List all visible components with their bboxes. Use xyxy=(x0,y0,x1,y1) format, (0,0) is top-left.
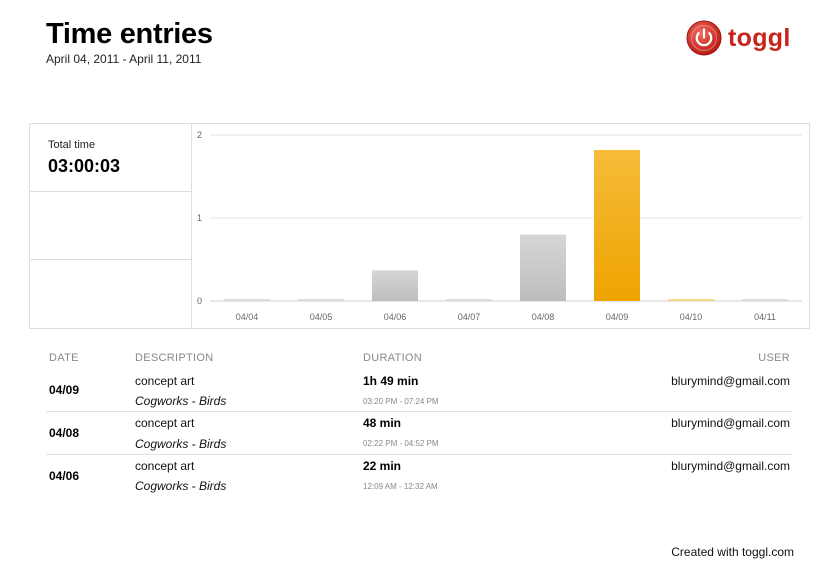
y-tick-label: 1 xyxy=(197,213,202,223)
bar-04-09 xyxy=(594,149,640,301)
entry-time-range: 02:22 PM - 04:52 PM xyxy=(363,439,439,448)
x-tick-label: 04/05 xyxy=(310,312,333,322)
entry-date: 04/08 xyxy=(49,426,80,440)
y-tick-label: 0 xyxy=(197,296,202,306)
summary-cell-empty xyxy=(30,260,191,328)
summary-column: Total time 03:00:03 xyxy=(30,124,192,328)
bar-04-07 xyxy=(446,299,492,301)
column-header-description: DESCRIPTION xyxy=(135,352,214,364)
summary-panel: Total time 03:00:03 0 1 2 04/04 04/05 04/06 04… xyxy=(29,123,810,329)
entry-duration: 22 min xyxy=(363,459,402,473)
column-header-date: DATE xyxy=(49,352,79,364)
total-time-value: 03:00:03 xyxy=(48,156,121,176)
footer-credit: Created with toggl.com xyxy=(671,545,794,559)
x-tick-label: 04/10 xyxy=(680,312,703,322)
entry-date: 04/09 xyxy=(49,383,80,397)
date-range: April 04, 2011 - April 11, 2011 xyxy=(46,52,202,66)
bar-04-10 xyxy=(668,299,714,301)
entry-user: blurymind@gmail.com xyxy=(671,416,790,430)
total-time-label: Total time xyxy=(48,139,96,151)
page-title: Time entries xyxy=(46,18,213,50)
summary-cell-empty xyxy=(30,192,191,260)
entry-date: 04/06 xyxy=(49,469,80,483)
entry-duration: 1h 49 min xyxy=(363,374,419,388)
row-divider xyxy=(46,454,793,455)
entry-duration: 48 min xyxy=(363,416,402,430)
entry-description: concept art xyxy=(135,374,195,388)
bar-04-11 xyxy=(742,299,788,301)
entry-time-range: 03:20 PM - 07:24 PM xyxy=(363,397,439,406)
entry-project: Cogworks - Birds xyxy=(135,437,227,451)
x-tick-label: 04/08 xyxy=(532,312,555,322)
bar-04-06 xyxy=(372,270,418,301)
entry-project: Cogworks - Birds xyxy=(135,394,227,408)
row-divider xyxy=(46,411,793,412)
entry-description: concept art xyxy=(135,459,195,473)
entry-user: blurymind@gmail.com xyxy=(671,459,790,473)
bar-04-05 xyxy=(298,299,344,301)
entry-user: blurymind@gmail.com xyxy=(671,374,790,388)
bar-04-08 xyxy=(520,234,566,301)
logo-text: toggl xyxy=(728,23,791,52)
toggl-logo[interactable]: toggl xyxy=(686,20,791,56)
x-tick-label: 04/11 xyxy=(754,312,776,322)
power-icon xyxy=(686,20,722,56)
entry-time-range: 12:09 AM - 12:32 AM xyxy=(363,482,438,491)
x-tick-label: 04/07 xyxy=(458,312,481,322)
total-time-cell: Total time 03:00:03 xyxy=(30,124,191,192)
y-tick-label: 2 xyxy=(197,130,202,140)
entry-description: concept art xyxy=(135,416,195,430)
entry-project: Cogworks - Birds xyxy=(135,479,227,493)
column-header-user: USER xyxy=(758,352,790,364)
bar-04-04 xyxy=(224,299,270,301)
x-tick-label: 04/04 xyxy=(236,312,259,322)
x-tick-label: 04/09 xyxy=(606,312,629,322)
x-tick-label: 04/06 xyxy=(384,312,407,322)
daily-time-chart: 0 1 2 04/04 04/05 04/06 04/07 04/08 04/09 04/10 04… xyxy=(197,130,802,322)
column-header-duration: DURATION xyxy=(363,352,423,364)
